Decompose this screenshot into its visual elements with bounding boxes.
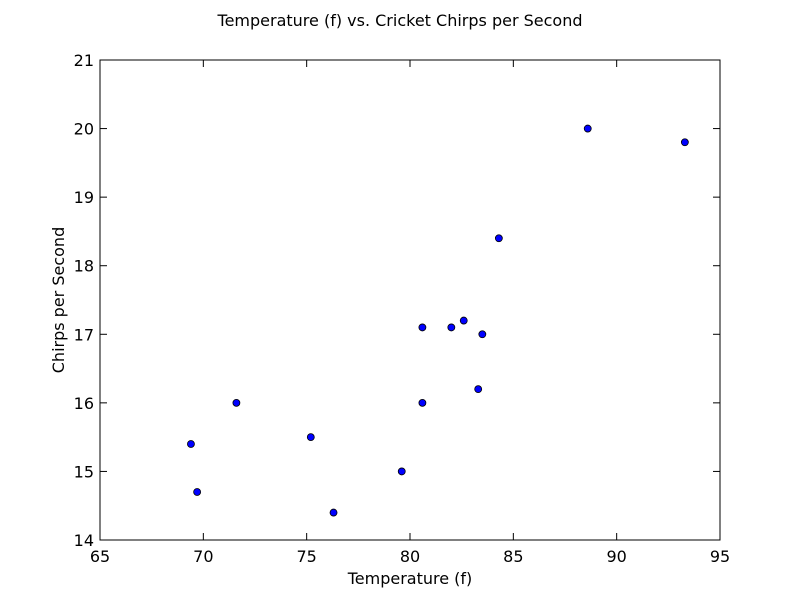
data-point xyxy=(680,138,689,147)
x-tick-label: 75 xyxy=(296,547,316,566)
data-point xyxy=(447,323,456,332)
plot-area xyxy=(99,59,721,541)
data-point xyxy=(306,433,315,442)
data-point xyxy=(418,323,427,332)
x-axis: 65 70 75 80 85 90 95 xyxy=(90,60,730,566)
y-tick-label: 16 xyxy=(74,394,94,413)
y-tick-label: 15 xyxy=(74,462,94,481)
y-tick-label: 18 xyxy=(74,257,94,276)
x-tick-label: 70 xyxy=(193,547,213,566)
data-point xyxy=(397,467,406,476)
chart-title: Temperature (f) vs. Cricket Chirps per S… xyxy=(217,11,583,30)
y-axis-label: Chirps per Second xyxy=(49,227,68,373)
plot-frame xyxy=(99,59,721,541)
data-point xyxy=(459,316,468,325)
x-tick-label: 95 xyxy=(710,547,730,566)
data-points xyxy=(187,124,689,517)
y-tick-label: 20 xyxy=(74,120,94,139)
x-tick-label: 80 xyxy=(400,547,420,566)
data-point xyxy=(232,398,241,407)
data-point xyxy=(329,508,338,517)
y-tick-label: 17 xyxy=(74,325,94,344)
data-point xyxy=(187,440,195,448)
x-tick-label: 65 xyxy=(90,547,110,566)
data-point xyxy=(478,330,487,339)
y-tick-label: 14 xyxy=(74,531,94,550)
y-axis: 14 15 16 17 18 19 20 21 xyxy=(74,51,720,550)
x-tick-label: 90 xyxy=(606,547,626,566)
data-point xyxy=(583,124,592,133)
x-axis-label: Temperature (f) xyxy=(347,569,473,588)
data-point xyxy=(474,385,483,394)
y-tick-label: 19 xyxy=(74,188,94,207)
y-tick-label: 21 xyxy=(74,51,94,70)
data-point xyxy=(193,488,202,496)
data-point xyxy=(418,398,427,407)
data-point xyxy=(494,234,503,243)
x-tick-label: 85 xyxy=(503,547,523,566)
